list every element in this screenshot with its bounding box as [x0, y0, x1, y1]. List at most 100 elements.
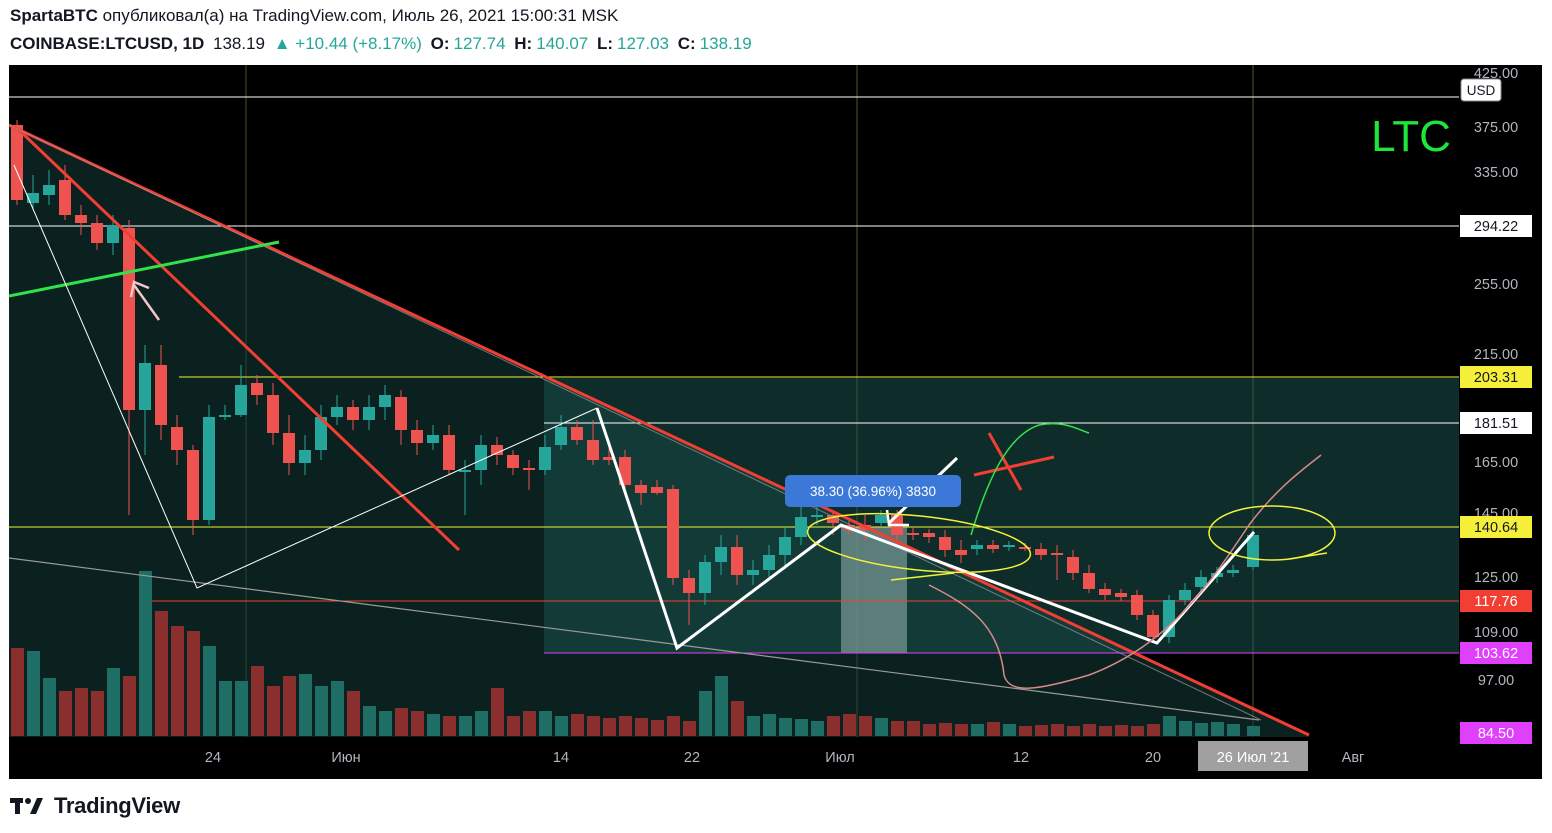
red-x-mark[interactable]: [987, 432, 1023, 491]
volume-bar: [283, 676, 296, 736]
price-chart[interactable]: 38.30 (36.96%) 3830 LTC 425.00 375.00 335.…: [9, 65, 1542, 779]
yellow-underline: [890, 572, 955, 581]
last-price: 138.19: [212, 34, 265, 53]
volume-bar: [939, 723, 952, 736]
candle-body: [971, 545, 983, 549]
candle-body: [235, 385, 247, 415]
volume-bar: [331, 681, 344, 736]
volume-bar: [1067, 726, 1080, 736]
candle-body: [699, 562, 711, 593]
volume-bar: [843, 714, 856, 736]
candle-body: [779, 537, 791, 555]
low-value: 127.03: [617, 34, 670, 53]
range-zone: [544, 378, 1459, 653]
price-axis[interactable]: 425.00375.00335.00255.00215.00165.00145.…: [1474, 66, 1518, 689]
author-name[interactable]: SpartaBTC: [10, 6, 98, 25]
candle-body: [619, 457, 631, 485]
volume-bar: [1051, 724, 1064, 736]
volume-bar: [523, 711, 536, 736]
pink-curve[interactable]: [928, 454, 1322, 689]
candle-body: [427, 435, 439, 443]
volume-bar: [827, 716, 840, 736]
candle-body: [43, 185, 55, 195]
time-tick-label: 14: [553, 750, 569, 766]
candle-body: [171, 427, 183, 450]
volume-bar: [651, 720, 664, 736]
price-tick-label: 215.00: [1474, 347, 1518, 363]
volume-bar: [1195, 723, 1208, 736]
wedge-lower-line[interactable]: [9, 557, 1260, 721]
volume-bar: [187, 631, 200, 736]
volume-bars: [11, 571, 1260, 736]
white-channel-thin[interactable]: [13, 164, 598, 589]
brand-name[interactable]: TradingView: [54, 793, 180, 818]
price-level-badge: [1460, 642, 1532, 664]
volume-bar: [795, 719, 808, 736]
candle-body: [155, 365, 167, 425]
candle-body: [443, 435, 455, 470]
yellow-ellipse-left[interactable]: [805, 504, 1033, 581]
current-date-badge: [1198, 741, 1308, 771]
candle-body: [123, 228, 135, 410]
time-tick-label: 24: [205, 750, 221, 766]
volume-bar: [75, 688, 88, 736]
pink-arrow-head: [129, 280, 150, 298]
volume-bar: [875, 718, 888, 736]
volume-bar: [459, 716, 472, 736]
volume-bar: [347, 691, 360, 736]
yellow-ellipse-right[interactable]: [1208, 505, 1336, 561]
volume-bar: [731, 701, 744, 736]
volume-bar: [811, 721, 824, 736]
green-curve[interactable]: [970, 422, 1090, 536]
candle-body: [939, 537, 951, 550]
open-label: O:: [430, 34, 450, 53]
volume-bar: [139, 571, 152, 736]
volume-bar: [1247, 726, 1260, 736]
price-level-badge: [1460, 722, 1532, 744]
red-x-mark[interactable]: [973, 455, 1055, 477]
trendline-main[interactable]: [9, 123, 1310, 737]
candle-body: [347, 407, 359, 420]
candle-body: [667, 489, 679, 578]
volume-bar: [555, 716, 568, 736]
trendline-steep[interactable]: [17, 128, 461, 552]
volume-bar: [1115, 725, 1128, 736]
volume-bar: [667, 716, 680, 736]
candle-body: [267, 395, 279, 433]
candle-body: [539, 447, 551, 470]
candle-body: [811, 515, 823, 517]
volume-bar: [155, 611, 168, 736]
currency-badge[interactable]: [1460, 78, 1502, 102]
volume-bar: [1227, 724, 1240, 736]
price-level-badge: [1460, 516, 1532, 538]
volume-bar: [955, 724, 968, 736]
volume-bar: [235, 681, 248, 736]
price-tick-label: 255.00: [1474, 277, 1518, 293]
candle-body: [731, 547, 743, 575]
candle-body: [75, 215, 87, 223]
candle-body: [411, 430, 423, 443]
ticker-annotation[interactable]: LTC: [1371, 112, 1451, 161]
time-tick-label: Авг: [1342, 750, 1365, 766]
volume-bar: [427, 714, 440, 736]
candle-body: [955, 550, 967, 555]
symbol-name[interactable]: COINBASE:LTCUSD, 1D: [10, 34, 205, 53]
candle-body: [1115, 593, 1127, 597]
pink-arrow[interactable]: [132, 284, 161, 321]
candle-body: [251, 383, 263, 395]
time-tick-label: 12: [1013, 750, 1029, 766]
measure-tooltip[interactable]: [785, 475, 961, 507]
price-tick-label: 97.00: [1478, 673, 1514, 689]
candle-body: [907, 533, 919, 535]
volume-bar: [395, 708, 408, 736]
price-tick-label: 335.00: [1474, 165, 1518, 181]
wedge-upper-line[interactable]: [9, 124, 1262, 721]
volume-bar: [379, 711, 392, 736]
green-trendline[interactable]: [9, 240, 280, 298]
candle-body: [747, 570, 759, 575]
volume-bar: [859, 716, 872, 736]
yellow-underline: [1288, 552, 1328, 560]
time-axis[interactable]: 24 Июн 14 22 Июл 12 20 Авг: [205, 750, 1364, 766]
candle-body: [59, 180, 71, 215]
tradingview-logo-icon: [10, 798, 43, 814]
